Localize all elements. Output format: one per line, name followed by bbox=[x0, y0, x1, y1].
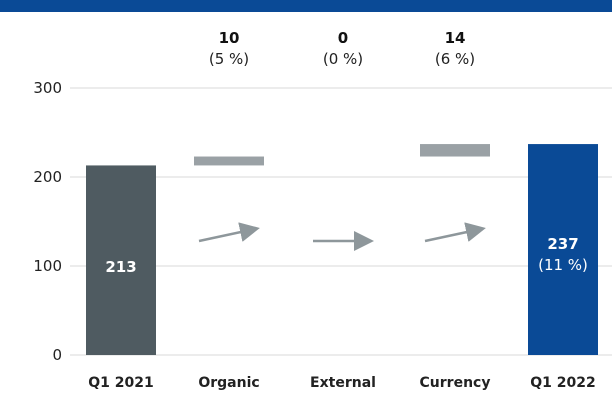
start-value-label: 213 bbox=[105, 258, 136, 276]
end-percent-label: (11 %) bbox=[538, 256, 588, 274]
end-value-label: 237 bbox=[547, 235, 578, 253]
trend-arrow bbox=[424, 222, 486, 243]
y-axis-ticks: 0 100 200 300 bbox=[33, 79, 62, 364]
category-label: Organic bbox=[198, 375, 259, 391]
grid-layer bbox=[70, 87, 612, 356]
arrows-layer bbox=[198, 222, 486, 251]
delta-value-label: 14 bbox=[445, 29, 466, 47]
delta-percent-label: (6 %) bbox=[435, 50, 475, 68]
category-label: External bbox=[310, 375, 376, 391]
category-label: Q1 2022 bbox=[530, 375, 595, 391]
category-label: Q1 2021 bbox=[88, 375, 153, 391]
top-rule bbox=[0, 0, 612, 12]
bar-value-labels: 213 237 (11 %) bbox=[105, 235, 588, 276]
delta-value-label: 0 bbox=[338, 29, 348, 47]
y-tick-label: 100 bbox=[33, 257, 62, 275]
bar-start bbox=[86, 165, 156, 355]
delta-percent-label: (0 %) bbox=[323, 50, 363, 68]
y-tick-label: 200 bbox=[33, 168, 62, 186]
y-tick-label: 300 bbox=[33, 79, 62, 97]
category-label: Currency bbox=[420, 375, 491, 391]
bars-layer bbox=[86, 144, 598, 355]
bar-end bbox=[528, 144, 598, 355]
trend-arrow bbox=[198, 222, 260, 243]
bar-delta bbox=[420, 144, 490, 157]
category-labels: Q1 2021 Organic External Currency Q1 2022 bbox=[88, 375, 595, 391]
bar-delta bbox=[194, 156, 264, 166]
y-tick-label: 0 bbox=[52, 346, 62, 364]
delta-labels: 10 (5 %) 0 (0 %) 14 (6 %) bbox=[209, 29, 475, 68]
delta-percent-label: (5 %) bbox=[209, 50, 249, 68]
delta-value-label: 10 bbox=[219, 29, 240, 47]
